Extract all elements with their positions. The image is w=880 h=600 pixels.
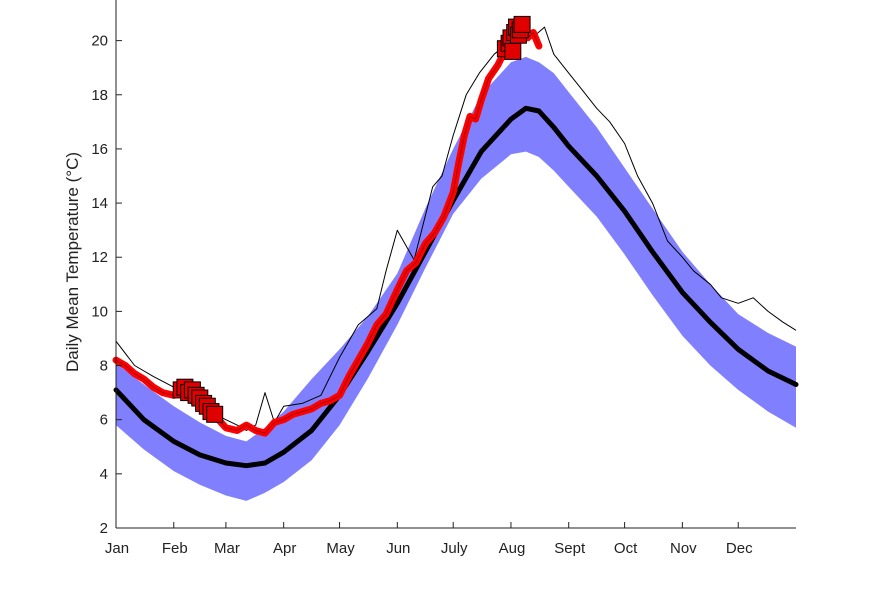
y-tick-label: 14 bbox=[91, 195, 108, 212]
y-tick-label: 12 bbox=[91, 249, 108, 266]
range-band-layer bbox=[116, 56, 796, 501]
flagged-day-marker bbox=[513, 15, 531, 33]
y-axis-title: Daily Mean Temperature (°C) bbox=[63, 152, 82, 372]
y-tick-label: 16 bbox=[91, 141, 108, 158]
x-tick-label: Jun bbox=[386, 540, 410, 557]
x-tick-label: Nov bbox=[670, 540, 697, 557]
x-tick-label: Oct bbox=[614, 540, 638, 557]
x-tick-label: Aug bbox=[499, 540, 526, 557]
max-line-layer bbox=[115, 26, 797, 431]
x-tick-label: Apr bbox=[273, 540, 296, 557]
x-tick-label: Sept bbox=[554, 540, 586, 557]
range-band bbox=[116, 56, 796, 501]
max-temperature-line bbox=[115, 26, 797, 431]
x-tick-label: July bbox=[441, 540, 468, 557]
y-tick-label: 8 bbox=[100, 358, 108, 375]
flagged-days-layer bbox=[172, 15, 531, 423]
x-tick-label: Feb bbox=[162, 540, 188, 557]
x-tick-label: Dec bbox=[726, 540, 753, 557]
x-tick-label: Jan bbox=[105, 540, 129, 557]
flagged-day-marker bbox=[504, 42, 522, 60]
mean-line-layer bbox=[113, 105, 799, 469]
mean-temperature-line bbox=[113, 105, 799, 469]
y-tick-label: 10 bbox=[91, 303, 108, 320]
y-tick-label: 4 bbox=[100, 466, 108, 483]
x-tick-label: May bbox=[326, 540, 355, 557]
y-tick-label: 20 bbox=[91, 33, 108, 50]
x-tick-label: Mar bbox=[214, 540, 240, 557]
y-tick-label: 6 bbox=[100, 412, 108, 429]
flagged-day-marker bbox=[206, 405, 224, 423]
y-tick-label: 2 bbox=[100, 520, 108, 537]
y-tick-label: 18 bbox=[91, 87, 108, 104]
axes-layer: 2 4 6 8 10 12 14 16 18 20 Jan Feb Mar Apr May Jun July Au… bbox=[91, 0, 796, 557]
